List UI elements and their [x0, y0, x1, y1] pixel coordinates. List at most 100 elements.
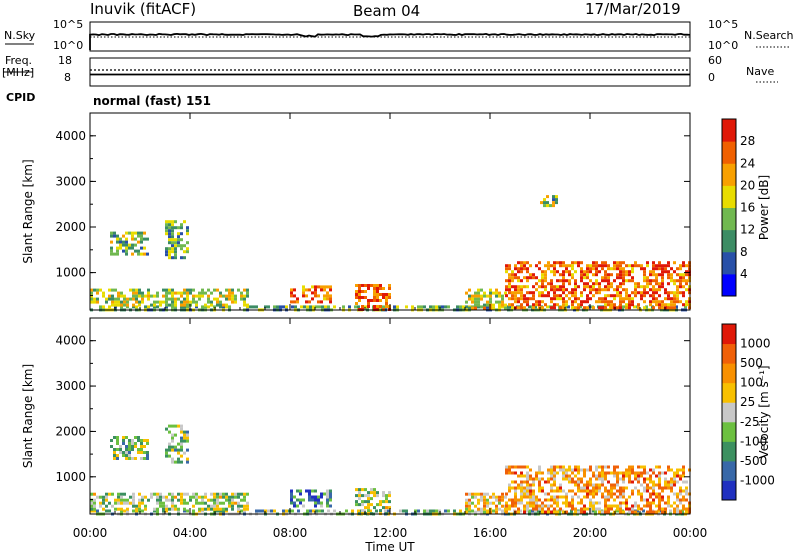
- echo-cell: [162, 501, 165, 505]
- colorbar-swatch: [722, 324, 736, 345]
- echo-cell: [628, 300, 631, 304]
- echo-cell: [565, 504, 568, 508]
- echo-cell: [589, 501, 592, 505]
- echo-cell: [565, 300, 568, 304]
- echo-cell: [320, 504, 323, 508]
- echo-cell: [505, 270, 508, 274]
- echo-cell: [143, 246, 146, 250]
- echo-cell: [355, 284, 358, 287]
- echo-cell: [520, 306, 523, 310]
- echo-cell: [168, 297, 171, 301]
- echo-cell: [508, 468, 511, 472]
- echo-cell: [553, 501, 556, 505]
- echo-cell: [604, 294, 607, 298]
- echo-cell: [646, 501, 649, 505]
- echo-cell: [619, 273, 622, 277]
- echo-cell: [592, 474, 595, 478]
- echo-cell: [607, 489, 610, 493]
- echo-cell: [598, 507, 601, 511]
- echo-cell: [177, 448, 180, 452]
- echo-cell: [159, 303, 162, 307]
- echo-cell: [186, 448, 189, 452]
- echo-cell: [122, 243, 125, 247]
- echo-cell: [162, 288, 165, 292]
- echo-cell: [102, 291, 105, 295]
- echo-cell: [246, 492, 249, 496]
- echo-cell: [165, 448, 168, 452]
- echo-cell: [553, 291, 556, 295]
- echo-cell: [568, 264, 571, 268]
- echo-cell: [171, 445, 174, 449]
- echo-cell: [652, 291, 655, 295]
- echo-cell: [468, 492, 471, 496]
- echo-cell: [523, 489, 526, 493]
- echo-cell: [559, 264, 562, 268]
- echo-cell: [165, 226, 168, 230]
- echo-cell: [213, 297, 216, 301]
- echo-cell: [622, 489, 625, 493]
- echo-cell: [655, 297, 658, 301]
- echo-cell: [216, 288, 219, 292]
- echo-cell: [556, 510, 559, 514]
- echo-cell: [594, 509, 597, 513]
- echo-cell: [240, 509, 243, 513]
- echo-cell: [159, 498, 162, 502]
- echo-cell: [363, 305, 366, 309]
- echo-cell: [326, 498, 329, 502]
- echo-cell: [631, 492, 634, 496]
- echo-cell: [622, 282, 625, 286]
- echo-cell: [514, 489, 517, 493]
- echo-cell: [113, 436, 116, 439]
- echo-cell: [550, 264, 553, 268]
- echo-cell: [162, 507, 165, 511]
- echo-cell: [670, 504, 673, 508]
- echo-cell: [144, 305, 147, 309]
- echo-cell: [664, 501, 667, 505]
- echo-cell: [180, 492, 183, 496]
- echo-cell: [541, 489, 544, 493]
- echo-cell: [562, 276, 565, 280]
- echo-cell: [171, 226, 174, 230]
- echo-cell: [598, 288, 601, 292]
- echo-cell: [619, 282, 622, 286]
- echo-cell: [598, 489, 601, 493]
- echo-cell: [679, 498, 682, 502]
- echo-cell: [171, 244, 174, 248]
- echo-cell: [526, 267, 529, 271]
- echo-cell: [225, 495, 228, 499]
- echo-cell: [216, 297, 219, 301]
- echo-cell: [607, 282, 610, 286]
- echo-cell: [544, 498, 547, 502]
- echo-cell: [616, 306, 619, 310]
- echo-cell: [555, 201, 558, 205]
- echo-cell: [146, 439, 149, 442]
- echo-cell: [110, 439, 113, 442]
- echo-cell: [604, 504, 607, 508]
- echo-cell: [568, 501, 571, 505]
- echo-cell: [622, 261, 625, 265]
- echo-cell: [645, 305, 648, 309]
- echo-cell: [625, 288, 628, 292]
- echo-cell: [610, 495, 613, 499]
- echo-cell: [682, 261, 685, 265]
- echo-cell: [273, 509, 276, 513]
- echo-cell: [225, 509, 228, 513]
- echo-cell: [679, 510, 682, 514]
- echo-cell: [474, 303, 477, 307]
- echo-cell: [643, 471, 646, 475]
- echo-cell: [417, 509, 420, 513]
- echo-cell: [628, 480, 631, 484]
- echo-cell: [655, 276, 658, 280]
- echo-cell: [637, 306, 640, 310]
- echo-cell: [685, 507, 688, 511]
- echo-cell: [616, 507, 619, 511]
- echo-cell: [486, 305, 489, 309]
- echo-cell: [505, 279, 508, 283]
- colorbar-swatch: [722, 141, 736, 164]
- echo-cell: [619, 471, 622, 475]
- echo-cell: [685, 510, 688, 514]
- echo-cell: [379, 503, 382, 507]
- echo-cell: [568, 480, 571, 484]
- echo-cell: [589, 477, 592, 481]
- echo-cell: [577, 501, 580, 505]
